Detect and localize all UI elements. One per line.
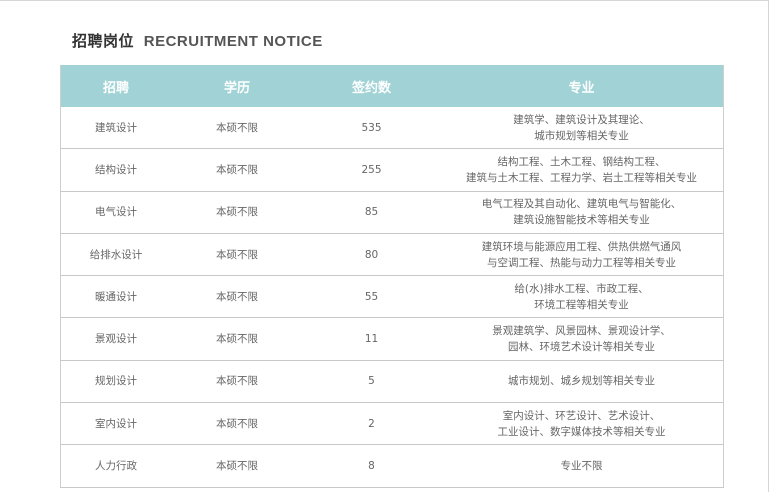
table-row: 结构设计 本硕不限 255 结构工程、土木工程、钢结构工程、 建筑与土木工程、工程力学、… bbox=[60, 148, 724, 192]
major-cell: 城市规划、城乡规划等相关专业 bbox=[440, 360, 724, 404]
education-cell: 本硕不限 bbox=[171, 191, 303, 234]
table-row: 人力行政 本硕不限 8 专业不限 bbox=[60, 444, 724, 488]
major-line: 建筑与土木工程、工程力学、岩土工程等相关专业 bbox=[466, 171, 697, 184]
position-cell: 人力行政 bbox=[60, 444, 171, 488]
major-cell: 结构工程、土木工程、钢结构工程、建筑与土木工程、工程力学、岩土工程等相关专业 bbox=[440, 148, 724, 192]
education-cell: 本硕不限 bbox=[171, 444, 303, 488]
major-cell: 建筑学、建筑设计及其理论、 城市规划等相关专业 bbox=[440, 107, 724, 150]
education-cell: 本硕不限 bbox=[171, 107, 303, 150]
title-cn: 招聘岗位 bbox=[72, 32, 135, 50]
major-line: 电气工程及其自动化、建筑电气与智能化、 bbox=[481, 198, 682, 211]
column-header: 签约数 bbox=[303, 65, 440, 107]
count-cell: 80 bbox=[303, 233, 440, 277]
major-line: 建筑学、建筑设计及其理论、 bbox=[513, 113, 650, 126]
position-cell: 电气设计 bbox=[60, 191, 171, 234]
table-header: 招聘 学历 签约数 专业 bbox=[60, 65, 724, 107]
count-cell: 2 bbox=[303, 402, 440, 446]
recruitment-table: 招聘 学历 签约数 专业 建筑设计 本硕不限 535 建筑学、建筑设计及其理论、 城市规… bbox=[60, 65, 724, 488]
table-row: 给排水设计 本硕不限 80 建筑环境与能源应用工程、供热供燃气通风 与空调工程、热能与动… bbox=[60, 233, 724, 277]
major-cell: 专业不限 bbox=[440, 444, 724, 488]
major-line: 与空调工程、热能与动力工程等相关专业 bbox=[487, 256, 676, 269]
position-cell: 规划设计 bbox=[60, 360, 171, 404]
column-header: 招聘 bbox=[60, 65, 171, 107]
major-cell: 室内设计、环艺设计、艺术设计、 工业设计、数字媒体技术等相关专业 bbox=[440, 402, 724, 446]
major-line: 环境工程等相关专业 bbox=[534, 298, 629, 311]
table-row: 建筑设计 本硕不限 535 建筑学、建筑设计及其理论、 城市规划等相关专业 bbox=[60, 107, 724, 150]
position-cell: 暖通设计 bbox=[60, 275, 171, 319]
count-cell: 11 bbox=[303, 317, 440, 361]
major-cell: 给(水)排水工程、市政工程、 环境工程等相关专业 bbox=[440, 275, 724, 319]
major-cell: 建筑环境与能源应用工程、供热供燃气通风 与空调工程、热能与动力工程等相关专业 bbox=[440, 233, 724, 277]
major-line: 景观建筑学、风景园林、景观设计学、 bbox=[492, 325, 671, 338]
table-row: 暖通设计 本硕不限 55 给(水)排水工程、市政工程、 环境工程等相关专业 bbox=[60, 275, 724, 319]
count-cell: 535 bbox=[303, 107, 440, 150]
major-line: 给(水)排水工程、市政工程、 bbox=[514, 282, 649, 295]
education-cell: 本硕不限 bbox=[171, 360, 303, 404]
column-header: 专业 bbox=[440, 65, 724, 107]
table-row: 景观设计 本硕不限 11 景观建筑学、风景园林、景观设计学、 园林、环境艺术设计等相关专… bbox=[60, 317, 724, 361]
count-cell: 55 bbox=[303, 275, 440, 319]
major-cell: 电气工程及其自动化、建筑电气与智能化、 建筑设施智能技术等相关专业 bbox=[440, 191, 724, 234]
education-cell: 本硕不限 bbox=[171, 317, 303, 361]
count-cell: 85 bbox=[303, 191, 440, 234]
major-line: 园林、环境艺术设计等相关专业 bbox=[508, 341, 655, 354]
table-row: 电气设计 本硕不限 85 电气工程及其自动化、建筑电气与智能化、 建筑设施智能技术等相关… bbox=[60, 191, 724, 234]
table-row: 室内设计 本硕不限 2 室内设计、环艺设计、艺术设计、 工业设计、数字媒体技术等相关专业 bbox=[60, 402, 724, 446]
education-cell: 本硕不限 bbox=[171, 233, 303, 277]
major-line: 结构工程、土木工程、钢结构工程、 bbox=[497, 155, 666, 168]
education-cell: 本硕不限 bbox=[171, 402, 303, 446]
count-cell: 5 bbox=[303, 360, 440, 404]
title-en: RECRUITMENT NOTICE bbox=[143, 33, 323, 50]
position-cell: 给排水设计 bbox=[60, 233, 171, 277]
position-cell: 建筑设计 bbox=[60, 107, 171, 150]
position-cell: 景观设计 bbox=[60, 317, 171, 361]
education-cell: 本硕不限 bbox=[171, 275, 303, 319]
major-line: 工业设计、数字媒体技术等相关专业 bbox=[497, 425, 666, 438]
major-line: 专业不限 bbox=[560, 460, 603, 473]
major-line: 城市规划等相关专业 bbox=[534, 129, 629, 142]
count-cell: 8 bbox=[303, 444, 440, 488]
column-header: 学历 bbox=[171, 65, 303, 107]
count-cell: 255 bbox=[303, 148, 440, 192]
major-line: 室内设计、环艺设计、艺术设计、 bbox=[502, 409, 661, 422]
education-cell: 本硕不限 bbox=[171, 148, 303, 192]
major-line: 城市规划、城乡规划等相关专业 bbox=[508, 375, 655, 388]
table-row: 规划设计 本硕不限 5 城市规划、城乡规划等相关专业 bbox=[60, 360, 724, 404]
position-cell: 室内设计 bbox=[60, 402, 171, 446]
major-line: 建筑设施智能技术等相关专业 bbox=[513, 214, 650, 227]
position-cell: 结构设计 bbox=[60, 148, 171, 192]
major-line: 建筑环境与能源应用工程、供热供燃气通风 bbox=[481, 240, 682, 253]
major-cell: 景观建筑学、风景园林、景观设计学、 园林、环境艺术设计等相关专业 bbox=[440, 317, 724, 361]
page-title: 招聘岗位 RECRUITMENT NOTICE bbox=[72, 30, 323, 51]
